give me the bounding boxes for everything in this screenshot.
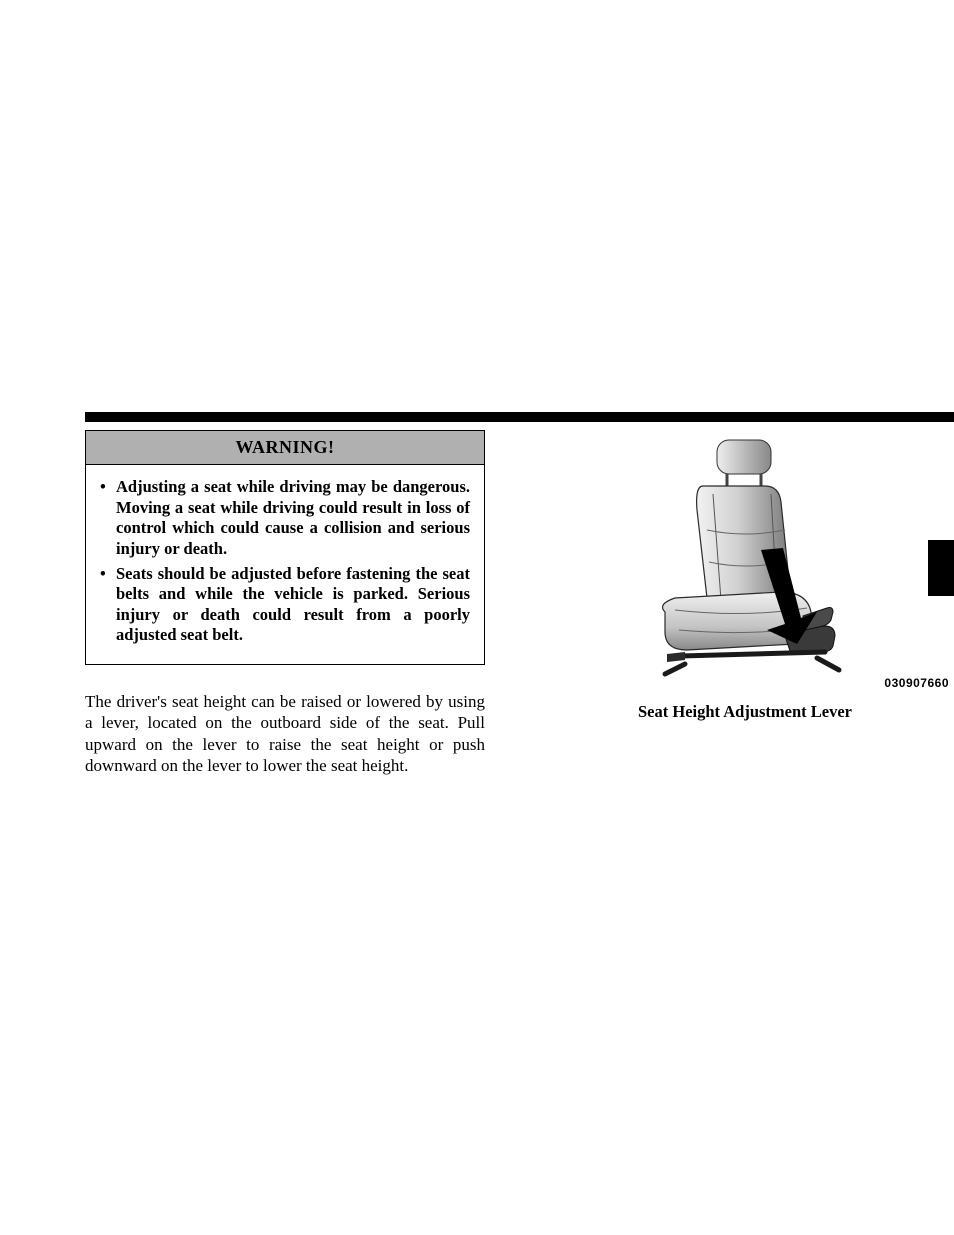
warning-body: Adjusting a seat while driving may be da… bbox=[86, 465, 484, 664]
page-content: WARNING! Adjusting a seat while driving … bbox=[85, 430, 954, 776]
figure-id: 030907660 bbox=[884, 676, 949, 690]
right-column: 030907660 Seat Height Adjustment Lever bbox=[535, 430, 954, 776]
seat-figure: 030907660 Seat Height Adjustment Lever bbox=[535, 430, 954, 722]
warning-item: Seats should be adjusted before fastenin… bbox=[100, 564, 470, 647]
warning-box: WARNING! Adjusting a seat while driving … bbox=[85, 430, 485, 665]
figure-caption: Seat Height Adjustment Lever bbox=[638, 702, 852, 722]
warning-list: Adjusting a seat while driving may be da… bbox=[100, 477, 470, 646]
seat-illustration-icon bbox=[595, 430, 895, 680]
warning-header: WARNING! bbox=[86, 431, 484, 465]
manual-page: WARNING! Adjusting a seat while driving … bbox=[0, 0, 954, 1235]
body-paragraph: The driver's seat height can be raised o… bbox=[85, 691, 485, 776]
warning-item: Adjusting a seat while driving may be da… bbox=[100, 477, 470, 560]
left-column: WARNING! Adjusting a seat while driving … bbox=[85, 430, 485, 776]
header-rule bbox=[85, 412, 954, 422]
